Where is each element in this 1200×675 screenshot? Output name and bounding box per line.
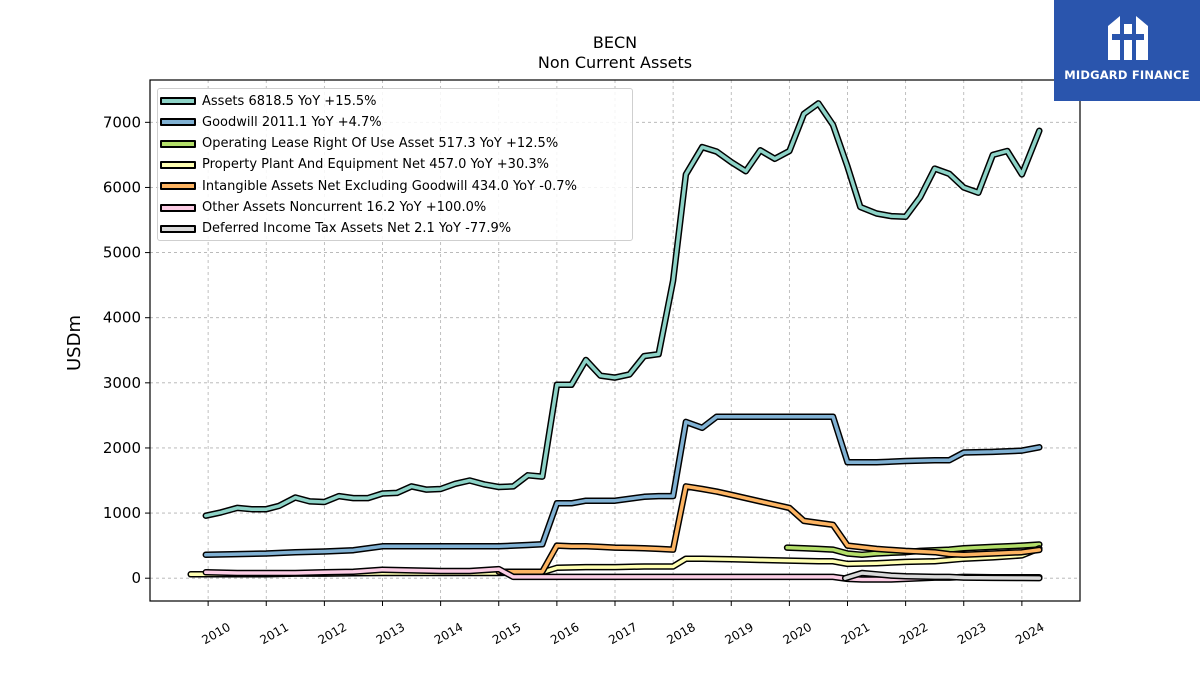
x-axis-ticks: 2010 2011 2012 2013 2014 2015 2016 2017 2018 2019… <box>199 601 1047 647</box>
x-tick-label: 2017 <box>606 620 639 647</box>
x-tick-label: 2010 <box>199 620 232 647</box>
x-tick-label: 2020 <box>781 620 814 647</box>
legend-item: Other Assets Noncurrent 16.2 YoY +100.0% <box>158 198 486 218</box>
legend-label: Property Plant And Equipment Net 457.0 Y… <box>202 157 549 173</box>
series-lines <box>187 100 1043 583</box>
x-tick-label: 2015 <box>490 620 523 647</box>
legend-swatch <box>160 182 196 191</box>
x-tick-label: 2012 <box>316 620 349 647</box>
y-tick-label: 1000 <box>103 504 141 522</box>
series-line-0 <box>204 101 1042 518</box>
y-tick-label: 6000 <box>103 178 141 196</box>
series-line-6 <box>843 571 1042 580</box>
x-tick-label: 2016 <box>548 620 581 647</box>
legend-swatch <box>160 203 196 212</box>
x-tick-label: 2019 <box>723 620 756 647</box>
legend-item: Operating Lease Right Of Use Asset 517.3… <box>158 134 558 154</box>
legend-label: Intangible Assets Net Excluding Goodwill… <box>202 178 577 194</box>
legend-label: Operating Lease Right Of Use Asset 517.3… <box>202 136 559 152</box>
legend-label: Other Assets Noncurrent 16.2 YoY +100.0% <box>202 200 487 215</box>
logo-text: MIDGARD FINANCE <box>1064 68 1190 82</box>
y-tick-label: 0 <box>131 569 141 587</box>
series-line-4 <box>497 484 1042 574</box>
legend-item: Intangible Assets Net Excluding Goodwill… <box>158 176 577 196</box>
midgard-logo: MIDGARD FINANCE <box>1054 0 1200 101</box>
x-tick-label: 2021 <box>839 620 872 647</box>
y-tick-label: 3000 <box>103 374 141 392</box>
series-line-outline-1 <box>202 413 1043 559</box>
x-tick-label: 2022 <box>897 620 930 647</box>
legend-swatch <box>160 160 196 169</box>
x-tick-label: 2014 <box>432 620 465 647</box>
legend-label: Assets 6818.5 YoY +15.5% <box>202 93 377 109</box>
y-tick-label: 5000 <box>103 244 141 262</box>
y-axis-label: USDm <box>64 315 85 371</box>
legend-label: Goodwill 2011.1 YoY +4.7% <box>202 114 382 130</box>
x-tick-label: 2013 <box>374 620 407 647</box>
y-axis-ticks: 0 1000 2000 3000 4000 5000 6000 7000 <box>103 113 150 587</box>
legend-item: Goodwill 2011.1 YoY +4.7% <box>158 112 382 132</box>
y-tick-label: 2000 <box>103 439 141 457</box>
chart-legend: Assets 6818.5 YoY +15.5% Goodwill 2011.1 … <box>157 88 633 241</box>
legend-swatch <box>160 224 196 233</box>
chart-title: BECN <box>592 33 638 52</box>
y-tick-label: 4000 <box>103 309 141 327</box>
legend-label: Deferred Income Tax Assets Net 2.1 YoY -… <box>202 221 512 237</box>
legend-item: Assets 6818.5 YoY +15.5% <box>158 91 377 111</box>
legend-item: Deferred Income Tax Assets Net 2.1 YoY -… <box>158 219 511 239</box>
chart-subtitle: Non Current Assets <box>537 53 693 72</box>
midgard-logo-icon <box>1108 16 1148 60</box>
legend-item: Property Plant And Equipment Net 457.0 Y… <box>158 155 549 175</box>
y-tick-label: 7000 <box>103 113 141 131</box>
x-tick-label: 2018 <box>664 620 697 647</box>
series-line-1 <box>204 414 1042 557</box>
legend-swatch <box>160 139 196 148</box>
legend-swatch <box>160 97 196 105</box>
legend-swatch <box>160 118 196 127</box>
x-tick-label: 2011 <box>258 620 291 647</box>
x-tick-label: 2023 <box>955 620 988 647</box>
x-tick-label: 2024 <box>1013 620 1046 647</box>
